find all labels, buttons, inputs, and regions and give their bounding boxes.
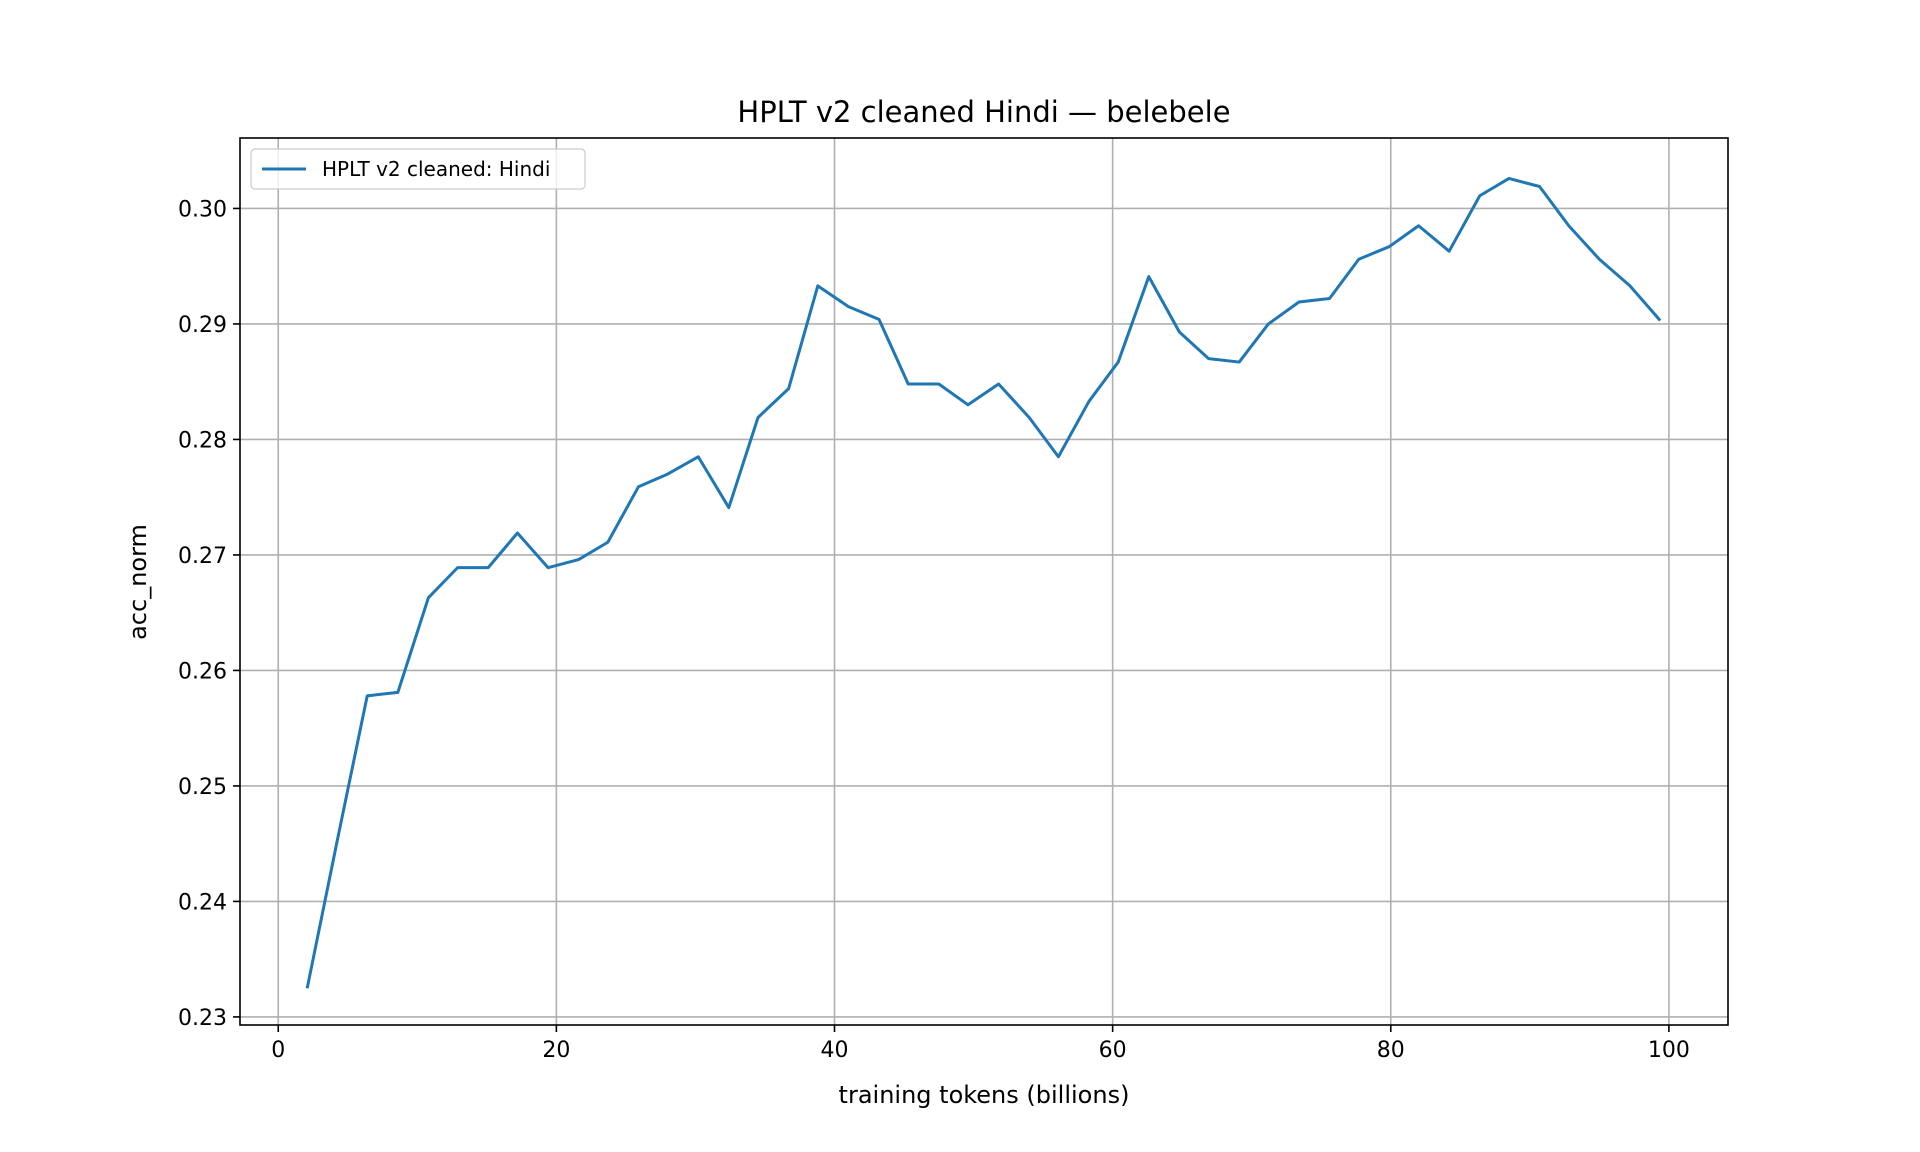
series-line-0	[305, 176, 1662, 989]
x-tick-label: 0	[271, 1038, 285, 1063]
legend-label: HPLT v2 cleaned: Hindi	[322, 157, 550, 181]
plot-area-frame	[239, 137, 1729, 1026]
x-tick-label: 40	[821, 1038, 849, 1063]
y-tick-label: 0.26	[178, 659, 227, 684]
series-layer	[305, 176, 1662, 989]
y-tick-label: 0.24	[178, 890, 227, 915]
x-tick-label: 60	[1099, 1038, 1127, 1063]
x-tick-label: 100	[1648, 1038, 1690, 1063]
y-tick-label: 0.27	[178, 544, 227, 569]
chart-title: HPLT v2 cleaned Hindi — belebele	[737, 95, 1230, 129]
legend-box	[250, 148, 586, 190]
x-tick-label: 20	[542, 1038, 570, 1063]
y-tick-label: 0.25	[178, 775, 227, 800]
y-axis-label: acc_norm	[124, 524, 152, 640]
y-tick-label: 0.30	[178, 197, 227, 222]
grid	[240, 138, 1728, 1025]
axis-ticks: 0 20 40 60 80 100 0.23 0.24 0.25 0.26 0.27 0.28 0.29…	[178, 197, 1690, 1063]
y-tick-label: 0.23	[178, 1006, 227, 1031]
legend: HPLT v2 cleaned: Hindi	[250, 148, 586, 190]
y-tick-label: 0.29	[178, 313, 227, 338]
x-tick-label: 80	[1377, 1038, 1405, 1063]
x-axis-label: training tokens (billions)	[839, 1081, 1130, 1109]
y-tick-label: 0.28	[178, 428, 227, 453]
